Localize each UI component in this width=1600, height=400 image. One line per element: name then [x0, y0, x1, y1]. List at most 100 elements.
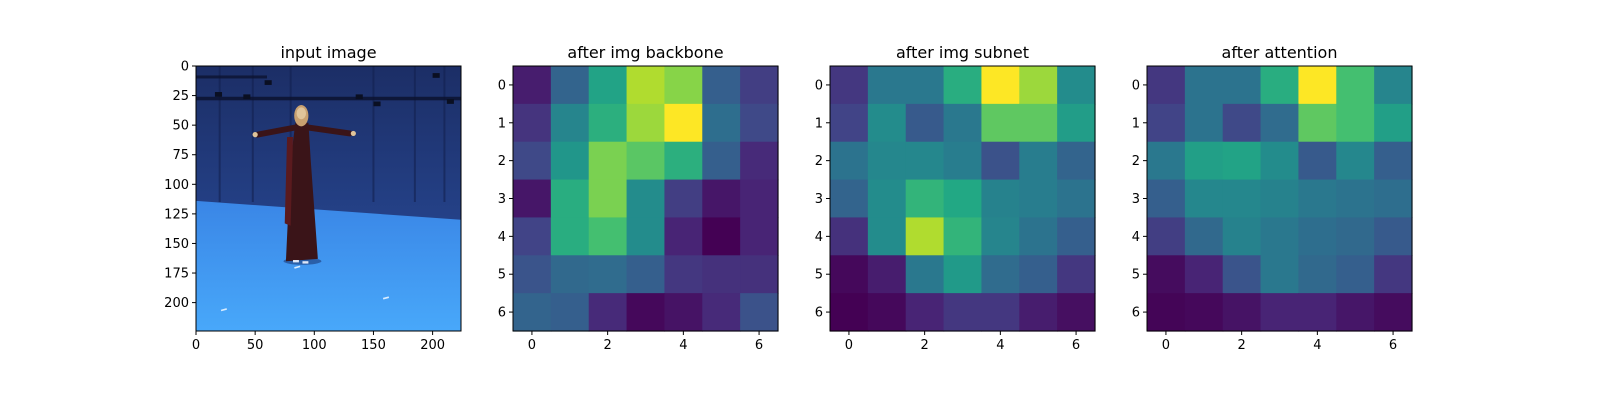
heatmap-2-cell-r5-c6: [1057, 255, 1096, 294]
heatmap-3-cell-r0-c3: [1260, 66, 1300, 105]
heatmap-2-cell-r2-c1: [867, 141, 907, 181]
heatmap-1-cell-r0-c2: [588, 66, 628, 105]
panel-2-xtick-label: 6: [1072, 338, 1080, 353]
panel-2-ytick-label: 0: [815, 78, 823, 93]
heatmap-1-cell-r5-c5: [702, 255, 741, 294]
panel-1-xtick-label: 0: [528, 338, 536, 353]
heatmap-2-cell-r5-c2: [905, 255, 945, 294]
panel-0-xtick-label: 150: [361, 338, 386, 353]
panel-2-ytick-label: 6: [815, 306, 823, 321]
photo-camera: [264, 80, 272, 85]
heatmap-2: [830, 66, 1096, 332]
heatmap-1-cell-r6-c2: [588, 293, 628, 332]
heatmap-1-cell-r2-c6: [740, 141, 779, 181]
heatmap-2-cell-r3-c4: [981, 179, 1020, 219]
heatmap-1-cell-r1-c2: [588, 103, 628, 143]
heatmap-1-cell-r6-c1: [550, 293, 590, 332]
heatmap-3-cell-r0-c4: [1298, 66, 1337, 105]
heatmap-2-cell-r1-c4: [981, 103, 1020, 143]
heatmap-3-cell-r0-c6: [1374, 66, 1413, 105]
heatmap-3-cell-r5-c0: [1147, 255, 1186, 294]
heatmap-2-cell-r3-c3: [943, 179, 983, 219]
panel-2-xtick-label: 4: [996, 338, 1004, 353]
heatmap-1-cell-r1-c3: [626, 103, 666, 143]
heatmap-3-cell-r5-c4: [1298, 255, 1337, 294]
heatmap-2-cell-r5-c5: [1019, 255, 1058, 294]
heatmap-2-cell-r4-c4: [981, 217, 1020, 256]
heatmap-3-cell-r2-c0: [1147, 141, 1186, 181]
panel-0-frame: [195, 65, 462, 332]
heatmap-2-cell-r6-c6: [1057, 293, 1096, 332]
heatmap-2-cell-r4-c6: [1057, 217, 1096, 256]
heatmap-2-cell-r3-c6: [1057, 179, 1096, 219]
heatmap-1-cell-r2-c5: [702, 141, 741, 181]
panel-3-xtick-label: 0: [1162, 338, 1170, 353]
photo-right-arm: [305, 124, 353, 137]
panel-3-ytick-label: 0: [1132, 78, 1140, 93]
heatmap-3-cell-r6-c3: [1260, 293, 1300, 332]
heatmap-2-cell-r4-c2: [905, 217, 945, 256]
heatmap-1-cell-r1-c1: [550, 103, 590, 143]
photo-camera: [214, 92, 223, 97]
panel-1-xtick-label: 2: [604, 338, 612, 353]
heatmap-1-cell-r4-c4: [664, 217, 703, 256]
panel-0-xtick-label: 50: [247, 338, 264, 353]
heatmap-3-cell-r6-c0: [1147, 293, 1186, 332]
heatmap-2-cell-r5-c0: [830, 255, 869, 294]
heatmap-3-cell-r3-c3: [1260, 179, 1300, 219]
heatmap-3-cell-r3-c4: [1298, 179, 1337, 219]
heatmap-3-cell-r1-c2: [1222, 103, 1262, 143]
heatmap-2-cell-r0-c6: [1057, 66, 1096, 105]
panel-1-xtick-label: 4: [679, 338, 687, 353]
panel-0-xtick-label: 200: [420, 338, 445, 353]
photo-dress: [285, 122, 318, 262]
heatmap-2-cell-r0-c4: [981, 66, 1020, 105]
heatmap-3-cell-r0-c0: [1147, 66, 1186, 105]
panel-0-ytick-label: 50: [172, 119, 189, 134]
heatmap-2-cell-r0-c0: [830, 66, 869, 105]
panel-0-ytick-label: 100: [164, 178, 189, 193]
heatmap-3: [1147, 66, 1413, 332]
heatmap-2-cell-r1-c3: [943, 103, 983, 143]
heatmap-3-cell-r1-c0: [1147, 103, 1186, 143]
panel-2-xtick-label: 2: [921, 338, 929, 353]
panel-1-xtick-label: 6: [755, 338, 763, 353]
panel-0-ytick-label: 125: [164, 207, 189, 222]
heatmap-3-cell-r4-c5: [1336, 217, 1375, 256]
heatmap-1-cell-r3-c4: [664, 179, 703, 219]
heatmap-2-cell-r4-c3: [943, 217, 983, 256]
panel-3-xtick-label: 6: [1389, 338, 1397, 353]
heatmap-1-cell-r3-c1: [550, 179, 590, 219]
heatmap-1-cell-r0-c3: [626, 66, 666, 105]
heatmap-3-cell-r1-c5: [1336, 103, 1375, 143]
heatmap-3-cell-r6-c4: [1298, 293, 1337, 332]
heatmap-1-cell-r4-c0: [513, 217, 552, 256]
heatmap-2-cell-r6-c0: [830, 293, 869, 332]
heatmap-1-cell-r6-c5: [702, 293, 741, 332]
heatmap-2-cell-r0-c3: [943, 66, 983, 105]
heatmap-1-cell-r3-c3: [626, 179, 666, 219]
panel-2-xtick-label: 0: [845, 338, 853, 353]
heatmap-1-cell-r5-c4: [664, 255, 703, 294]
heatmap-3-cell-r4-c4: [1298, 217, 1337, 256]
heatmap-3-cell-r3-c5: [1336, 179, 1375, 219]
panel-2-ytick-label: 3: [815, 192, 823, 207]
panel-1-ytick-label: 0: [498, 78, 506, 93]
heatmap-2-cell-r3-c2: [905, 179, 945, 219]
heatmap-3-cell-r1-c4: [1298, 103, 1337, 143]
heatmap-1-cell-r0-c5: [702, 66, 741, 105]
heatmap-3-cell-r2-c4: [1298, 141, 1337, 181]
heatmap-2-cell-r1-c0: [830, 103, 869, 143]
panel-2-ytick-label: 1: [815, 116, 823, 131]
heatmap-2-cell-r6-c3: [943, 293, 983, 332]
panel-0-ytick-label: 200: [164, 296, 189, 311]
heatmap-1-cell-r4-c2: [588, 217, 628, 256]
heatmap-2-cell-r3-c5: [1019, 179, 1058, 219]
heatmap-1-cell-r3-c5: [702, 179, 741, 219]
heatmap-1-cell-r3-c0: [513, 179, 552, 219]
heatmap-2-cell-r0-c5: [1019, 66, 1058, 105]
heatmap-1-cell-r4-c1: [550, 217, 590, 256]
heatmap-3-cell-r6-c6: [1374, 293, 1413, 332]
panel-3-ytick-label: 4: [1132, 230, 1140, 245]
heatmap-2-cell-r6-c2: [905, 293, 945, 332]
